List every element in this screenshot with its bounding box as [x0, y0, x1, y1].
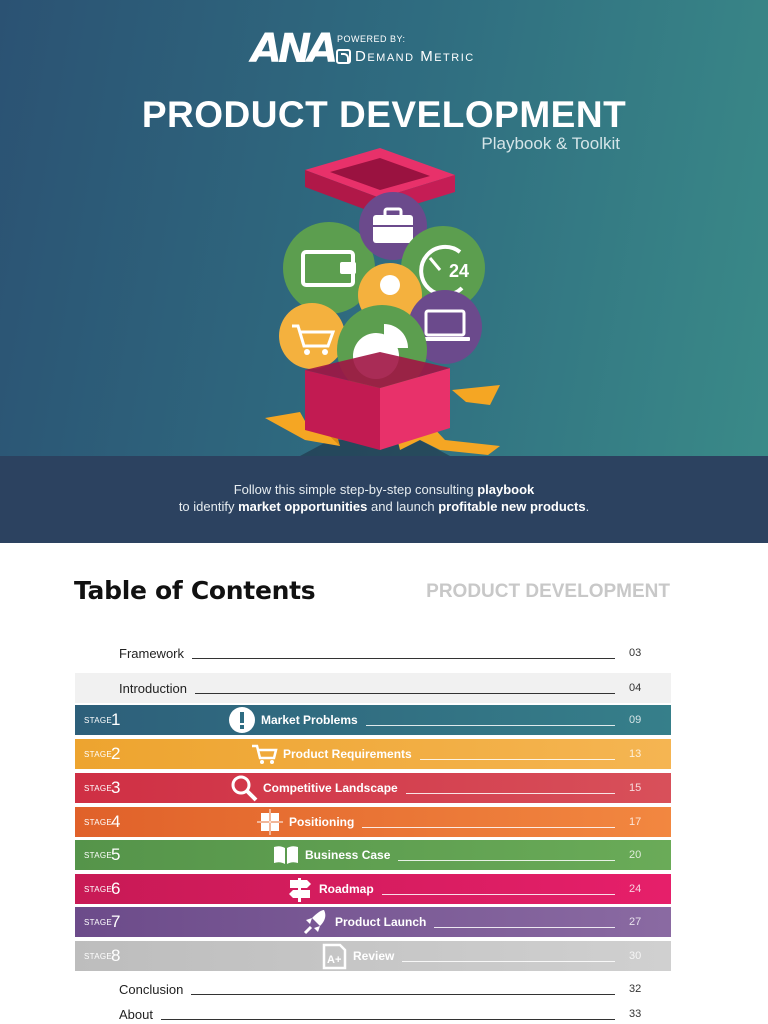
stage-number: 6	[111, 879, 121, 898]
demand-metric-icon	[336, 49, 351, 64]
toc-page: 15	[629, 782, 642, 794]
powered-by-label: POWERED BY:	[337, 34, 406, 44]
toc-row-stage-8[interactable]: STAGE 8 A+ Review 30	[75, 941, 671, 971]
tagline-bold: playbook	[477, 482, 535, 497]
exclamation-icon	[227, 706, 257, 734]
book-icon	[271, 841, 301, 869]
tagline-text: .	[585, 499, 590, 514]
leader-line	[434, 926, 615, 928]
ana-logo: ANA	[251, 26, 338, 72]
icon-bubble-wallet	[283, 222, 375, 314]
toc-label: Product Launch	[335, 915, 427, 929]
toc-title: Table of Contents	[74, 576, 316, 605]
leader-line	[362, 826, 615, 828]
toc-page: 30	[629, 950, 642, 962]
tagline-text: and launch	[367, 499, 439, 514]
stage-word: STAGE	[84, 850, 113, 860]
leader-line	[381, 893, 615, 895]
toc-label: Framework	[119, 645, 185, 661]
toc-page: 32	[629, 983, 642, 995]
leader-line	[194, 692, 615, 694]
toc-row-stage-5[interactable]: STAGE 5 Business Case 20	[75, 840, 671, 870]
toc-label: Introduction	[119, 680, 187, 696]
stage-word: STAGE	[84, 715, 113, 725]
toc-page: 27	[629, 916, 642, 928]
stage-number: 5	[111, 845, 121, 864]
svg-text:24: 24	[449, 261, 469, 281]
toc-label: Market Problems	[261, 713, 358, 727]
toc-page: 24	[629, 883, 642, 895]
toc-row-stage-4[interactable]: STAGE 4 Positioning 17	[75, 807, 671, 837]
toc-label: Roadmap	[319, 882, 374, 896]
tagline-bold: profitable new products	[438, 499, 586, 514]
stage-word: STAGE	[84, 749, 113, 759]
leader-line	[398, 859, 615, 861]
toc-row-stage-6[interactable]: STAGE 6 Roadmap 24	[75, 874, 671, 904]
toc-row-stage-2[interactable]: STAGE 2 Product Requirements 13	[75, 739, 671, 769]
leader-line	[365, 724, 615, 726]
magnifier-icon	[229, 774, 259, 802]
toc-page: 09	[629, 714, 642, 726]
cover-hero: ANA POWERED BY: Demand Metric PRODUCT DE…	[0, 0, 768, 456]
cover-subtitle: Playbook & Toolkit	[481, 134, 620, 153]
toc-row-framework[interactable]: Framework 03	[75, 638, 671, 668]
stage-number: 8	[111, 946, 121, 965]
positioning-icon	[255, 808, 285, 836]
stage-word: STAGE	[84, 951, 113, 961]
stage-number: 3	[111, 778, 121, 797]
tagline-text: Follow this simple step-by-step consulti…	[233, 482, 478, 497]
toc-page: 17	[629, 816, 642, 828]
cover-title: PRODUCT DEVELOPMENT	[141, 94, 627, 135]
demand-metric-text: Demand Metric	[355, 48, 475, 65]
grade-icon: A+	[319, 942, 349, 970]
toc-label: Competitive Landscape	[263, 781, 398, 795]
tagline-line-1: Follow this simple step-by-step consulti…	[0, 482, 768, 497]
toc-label: Business Case	[305, 848, 391, 862]
tagline-bold: market opportunities	[238, 499, 368, 514]
toc-label: Positioning	[289, 815, 355, 829]
rocket-icon	[301, 908, 331, 936]
gift-box	[305, 352, 450, 450]
toc-row-stage-1[interactable]: STAGE 1 Market Problems 09	[75, 705, 671, 735]
toc-row-stage-7[interactable]: STAGE 7 Product Launch 27	[75, 907, 671, 937]
tagline-line-2: to identify market opportunities and lau…	[0, 499, 768, 514]
leader-line	[402, 960, 615, 962]
stage-number: 7	[111, 912, 121, 931]
tagline-text: to identify	[178, 499, 239, 514]
leader-line	[160, 1018, 615, 1020]
toc-page: 20	[629, 849, 642, 861]
toc-label: About	[119, 1006, 153, 1022]
stage-number: 4	[111, 812, 121, 831]
toc-page: 04	[629, 682, 642, 694]
toc-page: 13	[629, 748, 642, 760]
leader-line	[191, 993, 615, 995]
leader-line	[419, 758, 615, 760]
cart-icon	[249, 740, 279, 768]
toc-label: Product Requirements	[283, 747, 412, 761]
icon-bubble-cart	[279, 303, 345, 369]
signpost-icon	[285, 875, 315, 903]
stage-word: STAGE	[84, 817, 113, 827]
toc-row-about[interactable]: About 33	[75, 1003, 671, 1024]
leader-line	[192, 657, 615, 659]
toc-page: 33	[629, 1008, 642, 1020]
svg-text:A+: A+	[327, 954, 341, 966]
stage-word: STAGE	[84, 783, 113, 793]
toc-page: 03	[629, 647, 642, 659]
demand-metric-logo: Demand Metric	[336, 48, 475, 65]
stage-word: STAGE	[84, 884, 113, 894]
stage-word: STAGE	[84, 917, 113, 927]
toc-row-introduction[interactable]: Introduction 04	[75, 673, 671, 703]
cover-tagline-band: Follow this simple step-by-step consulti…	[0, 456, 768, 543]
gift-box-illustration: 24	[265, 148, 500, 456]
toc-kicker: PRODUCT DEVELOPMENT	[426, 581, 670, 602]
toc-row-conclusion[interactable]: Conclusion 32	[75, 974, 671, 1004]
toc-row-stage-3[interactable]: STAGE 3 Competitive Landscape 15	[75, 773, 671, 803]
leader-line	[405, 792, 615, 794]
stage-number: 1	[111, 710, 121, 729]
stage-number: 2	[111, 744, 121, 763]
toc-label: Review	[353, 949, 395, 963]
toc-label: Conclusion	[119, 981, 184, 997]
